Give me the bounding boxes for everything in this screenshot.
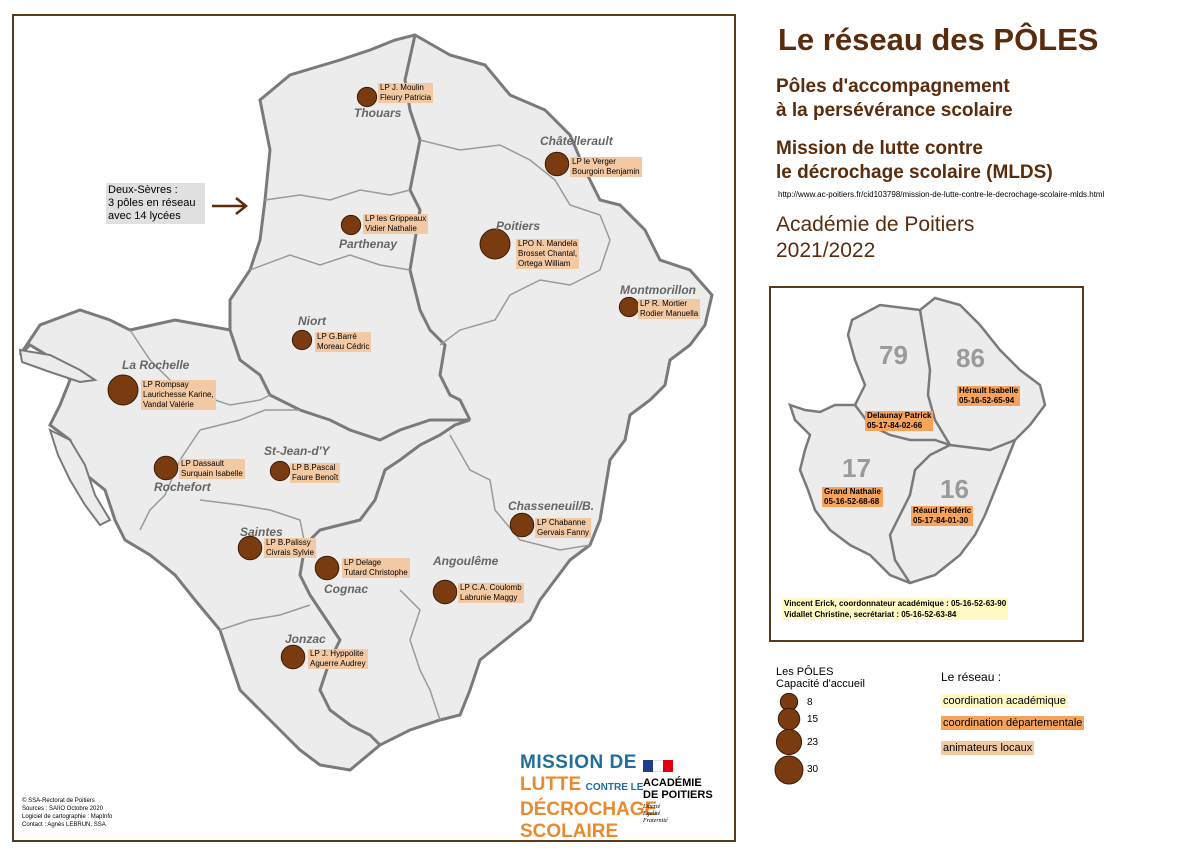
dept-contact-16: Réaud Frédéric 05-17-84-01-30 (911, 506, 974, 526)
mission-logo: MISSION DE LUTTE CONTRE LE DÉCROCHAGE SC… (520, 752, 657, 843)
note-arrowhead (235, 197, 249, 215)
city-jonzac: Jonzac (285, 632, 326, 646)
pole-border-poitiers (439, 214, 611, 346)
pole-dot (544, 151, 570, 177)
mission-logo-line4: SCOLAIRE (520, 821, 619, 842)
network-item-local: animateurs locaux (941, 741, 1035, 755)
pole-dot (291, 329, 313, 351)
map-frame (12, 14, 736, 842)
city-poitiers: Poitiers (496, 219, 541, 233)
academy-logo-motto: Liberté Égalité Fraternité (643, 804, 668, 824)
pole-dot (356, 86, 378, 108)
pole-label-chatellerault: LP le Verger Bourgoin Benjamin (570, 157, 642, 177)
pole-border-angouleme (399, 589, 441, 721)
pole-dot (432, 579, 458, 605)
french-flag-icon (643, 760, 673, 772)
academy-year: Académie de Poitiers 2021/2022 (776, 213, 975, 262)
inset-border-79-86 (918, 309, 952, 446)
city-saintes: Saintes (240, 525, 283, 539)
pole-label-parthenay: LP les Grippeaux Vidier Nathalie (363, 214, 429, 234)
academic-coordination: Vincent Erick, coordonnateur académique … (782, 598, 1009, 620)
pole-border-thouars (264, 189, 411, 201)
ile-d-oleron (48, 428, 112, 527)
legend-title: Les PÔLES Capacité d'accueil (776, 666, 865, 690)
pole-label-angouleme: LP C.A. Coulomb Labrunie Maggy (458, 583, 524, 603)
dept-border-79-17 (228, 329, 470, 442)
legend-dot (775, 728, 803, 756)
city-niort: Niort (298, 314, 326, 328)
pole-dot (509, 512, 535, 538)
dept-contact-79: Delaunay Patrick 05-17-84-02-66 (865, 411, 934, 431)
mission-logo-line3: DÉCROCHAGE (520, 799, 658, 820)
legend-value-30: 30 (807, 764, 819, 775)
pole-label-jonzac: LP J. Hyppolite Aguerre Audrey (308, 649, 368, 669)
mlds-url: http://www.ac-poitiers.fr/cid103798/miss… (778, 190, 1105, 199)
pole-label-cognac: LP Delage Tutard Christophe (342, 558, 410, 578)
academy-logo-name: ACADÉMIE DE POITIERS (643, 777, 713, 801)
inset-border-17-16 (888, 443, 951, 584)
mission-logo-line1: MISSION DE (520, 752, 637, 773)
legend-value-15: 15 (807, 714, 819, 725)
dept-border-17-16 (298, 418, 471, 747)
city-montmorillon: Montmorillon (620, 283, 696, 297)
mission-logo-line2b: CONTRE LE (585, 782, 644, 793)
city-thouars: Thouars (354, 106, 402, 120)
pole-border-chatellerault (419, 139, 601, 216)
deux-sevres-note: Deux-Sèvres : 3 pôles en réseau avec 14 … (106, 183, 205, 224)
pole-dot (269, 460, 291, 482)
pole-label-poitiers: LPO N. Mandela Brosset Chantal, Ortega W… (516, 239, 580, 269)
pole-dot (314, 555, 340, 581)
pole-dot (280, 644, 306, 670)
pole-border-chasseneuil (449, 434, 591, 551)
credits: © SSA-Rectorat de Poitiers Sources : SAI… (22, 798, 113, 828)
pole-label-niort: LP G.Barré Moreau Cédric (315, 332, 372, 352)
pole-dot (153, 455, 179, 481)
city-rochefort: Rochefort (154, 480, 211, 494)
page-title: Le réseau des PÔLES (778, 22, 1099, 57)
city-cognac: Cognac (324, 582, 369, 596)
subtitle-poles: Pôles d'accompagnement à la persévérance… (776, 76, 1013, 121)
academy-outline (18, 33, 714, 772)
pole-border-jonzac (219, 604, 311, 631)
network-legend-title: Le réseau : (941, 670, 1002, 684)
dept-number-86: 86 (956, 343, 985, 373)
network-item-academic: coordination académique (941, 694, 1068, 708)
city-st-jean-d-y: St-Jean-d'Y (264, 444, 330, 458)
city-la-rochelle: La Rochelle (122, 358, 190, 372)
pole-label-st-jean: LP B.Pascal Faure Benoît (290, 463, 341, 483)
pole-border-parthenay (249, 254, 411, 271)
city-chasseneuil: Chasseneuil/B. (508, 499, 595, 513)
ile-de-re (18, 348, 98, 384)
subtitle-mlds: Mission de lutte contre le décrochage sc… (776, 138, 1053, 183)
dept-contact-17: Grand Nathalie 05-16-52-68-68 (822, 487, 883, 507)
city-chatellerault: Châtellerault (540, 134, 613, 148)
legend-value-23: 23 (807, 737, 819, 748)
pole-label-rochefort: LP Dassault Surquain Isabelle (179, 459, 245, 479)
dept-number-16: 16 (940, 474, 969, 504)
pole-label-montmorillon: LP R. Mortier Rodier Manuella (638, 299, 701, 319)
pole-label-la-rochelle: LP Rompsay Laurichesse Karine, Vandal Va… (141, 380, 216, 410)
mission-logo-line2a: LUTTE (520, 774, 582, 795)
city-parthenay: Parthenay (339, 237, 398, 251)
legend-dot (774, 755, 804, 785)
pole-label-saintes: LP B.Palissy Civrais Sylvie (264, 538, 317, 558)
city-angouleme: Angoulême (433, 554, 499, 568)
pole-dot (340, 214, 362, 236)
dept-number-17: 17 (842, 453, 871, 483)
pole-label-thouars: LP J. Moulin Fleury Patricia (378, 83, 434, 103)
network-item-department: coordination départementale (941, 716, 1085, 730)
pole-border-stjean (139, 409, 300, 531)
legend-value-8: 8 (807, 697, 813, 708)
pole-dot (479, 228, 511, 260)
dept-number-79: 79 (879, 340, 908, 370)
pole-border-saintes (199, 499, 306, 546)
dept-contact-86: Hérault Isabelle 05-16-52-65-94 (957, 386, 1021, 406)
pole-label-chasseneuil: LP Chabanne Gervais Fanny (535, 518, 592, 538)
academy-logo: ACADÉMIE DE POITIERS Liberté Égalité Fra… (643, 760, 713, 825)
pole-dot (237, 535, 263, 561)
pole-dot (107, 374, 139, 406)
